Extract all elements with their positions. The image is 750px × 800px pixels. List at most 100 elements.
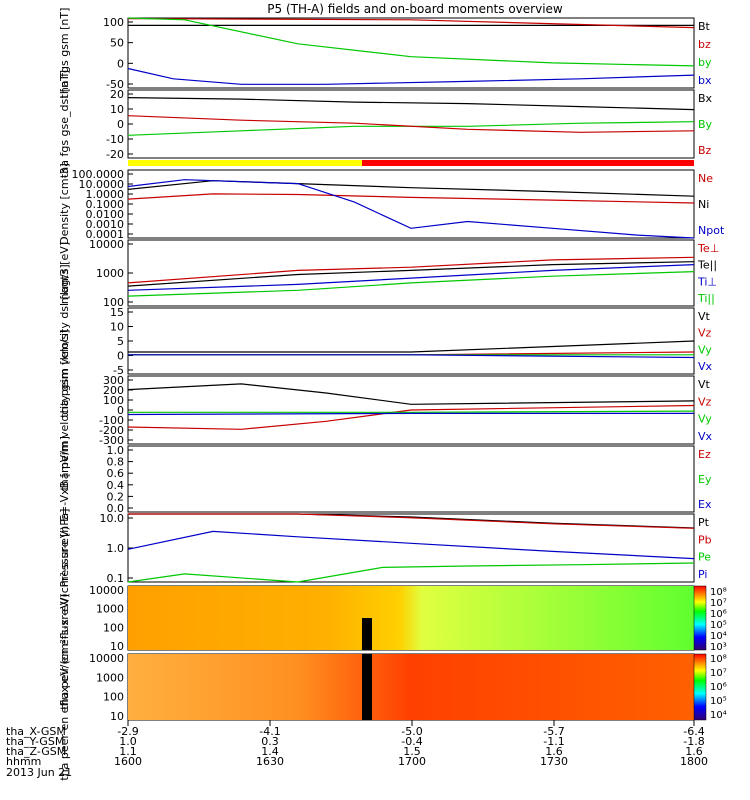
y-tick-label: 20 bbox=[110, 88, 124, 101]
axis-row-value: 1630 bbox=[256, 755, 284, 768]
series-line-Ni bbox=[127, 180, 695, 197]
y-tick-label: -20 bbox=[106, 148, 124, 161]
legend-entry: Te⊥ bbox=[697, 242, 719, 255]
electron-spectrogram-gap bbox=[362, 654, 372, 720]
y-tick-label: 1.0000 bbox=[86, 188, 125, 201]
electron-colorbar bbox=[693, 653, 707, 721]
ion-colorbar-tick: 10⁷ bbox=[710, 598, 727, 609]
legend-entry: Vt bbox=[698, 378, 711, 391]
ion-colorbar bbox=[693, 585, 707, 651]
y-axis-label: tha fgs gsm [nT] bbox=[58, 8, 71, 99]
y-tick-label: 50 bbox=[110, 37, 124, 50]
mode-bar-slow bbox=[128, 160, 362, 166]
ion-colorbar-tick: 10³ bbox=[710, 642, 727, 653]
y-tick-label: 0.0 bbox=[107, 502, 125, 515]
y-tick-label: 0.8 bbox=[107, 456, 125, 469]
axis-row-value: -5.7 bbox=[543, 725, 564, 738]
series-line-Bx bbox=[127, 97, 695, 111]
legend-entry: Bz bbox=[698, 144, 712, 157]
legend-entry: Bx bbox=[698, 92, 713, 105]
series-line-Pb bbox=[128, 513, 695, 529]
axis-row-value: -6.4 bbox=[683, 725, 704, 738]
axis-row-value: 1.6 bbox=[685, 745, 703, 758]
axis-row-value: 1700 bbox=[398, 755, 426, 768]
electron-colorbar-tick: 10⁷ bbox=[710, 668, 727, 679]
ion-colorbar-tick: 10⁵ bbox=[710, 620, 727, 631]
axis-row-value: 1600 bbox=[114, 755, 142, 768]
y-tick-label: 10 bbox=[110, 710, 124, 723]
y-tick-label: 10000 bbox=[89, 652, 124, 665]
series-line-Te|| bbox=[127, 261, 695, 287]
y-tick-label: 0.1 bbox=[107, 572, 125, 585]
legend-entry: By bbox=[698, 118, 713, 131]
legend-entry: Vy bbox=[698, 413, 712, 426]
axis-row-value: -1.8 bbox=[683, 735, 704, 748]
panel-frame bbox=[127, 513, 695, 583]
axis-row-value: 1800 bbox=[680, 755, 708, 768]
axis-row-value: 1.0 bbox=[119, 735, 137, 748]
ion-spectrogram-fill bbox=[128, 586, 694, 650]
series-line-Te⊥ bbox=[127, 256, 695, 284]
y-tick-label: 10 bbox=[110, 103, 124, 116]
axis-row-value: 0.3 bbox=[261, 735, 279, 748]
panel-8: 10.0 1.0 0.1 Pressure [nPa] Pt Pb Pe Pi bbox=[58, 509, 712, 588]
series-line-Vt bbox=[127, 383, 695, 405]
y-axis-label: Density [cm-3] bbox=[58, 163, 71, 245]
ion-colorbar-tick: 10⁴ bbox=[710, 631, 727, 642]
y-axis-label: magt3 [eV] bbox=[58, 242, 71, 304]
legend-entry: bx bbox=[698, 74, 712, 87]
panel-frame bbox=[127, 17, 695, 89]
y-tick-label: 100 bbox=[103, 621, 124, 634]
legend-entry: Vx bbox=[698, 430, 713, 443]
panel-7: 1.00.80.60.40.20.0 E=-VxB [mV/m] Ez Ey Ex bbox=[58, 436, 712, 522]
legend-entry: Ex bbox=[698, 498, 712, 511]
axis-row-label: tha_Y-GSM bbox=[6, 735, 64, 748]
legend-entry: by bbox=[698, 56, 712, 69]
series-line-bx bbox=[127, 67, 695, 85]
series-line-Ti⊥ bbox=[127, 264, 695, 291]
panel-3: 100.000010.00001.00000.10000.01000.00100… bbox=[58, 163, 725, 245]
y-tick-label: 100.0000 bbox=[72, 168, 125, 181]
series-line-Vx bbox=[128, 354, 695, 359]
y-tick-label: 0.6 bbox=[107, 467, 125, 480]
series-line-Vy bbox=[128, 410, 695, 413]
legend-entry: Vz bbox=[698, 327, 712, 340]
ion-colorbar-tick: 10⁸ bbox=[710, 587, 727, 598]
y-tick-label: 1.0 bbox=[107, 542, 125, 555]
y-axis-label: tha peim velocity dsl [km/s] bbox=[58, 264, 71, 417]
electron-spectrogram-fill bbox=[128, 654, 694, 720]
axis-row-value: 1.5 bbox=[403, 745, 421, 758]
axis-row-value: -1.1 bbox=[543, 735, 564, 748]
y-tick-label: 100 bbox=[103, 691, 124, 704]
legend-entry: Pb bbox=[698, 533, 712, 546]
series-line-Ne bbox=[127, 193, 695, 204]
electron-colorbar-tick: 10⁶ bbox=[710, 682, 727, 693]
axis-row-value: 1.6 bbox=[545, 745, 563, 758]
panel-9: 10000 1000 100 10 tha peir en eflux eV/(cm²-… bbox=[58, 526, 695, 710]
legend-entry: Vy bbox=[698, 343, 712, 356]
y-axis-label: tha fgs gse_dsl [nT] bbox=[58, 70, 71, 178]
series-line-by bbox=[127, 17, 695, 67]
legend-entry: Vx bbox=[698, 360, 713, 373]
legend-entry: bz bbox=[698, 38, 711, 51]
y-tick-label: 1000 bbox=[96, 671, 124, 684]
series-line-Vt bbox=[128, 340, 695, 353]
figure-title: P5 (TH-A) fields and on-board moments ov… bbox=[267, 2, 563, 16]
legend-entry: Ey bbox=[698, 473, 712, 486]
axis-row-value: -4.1 bbox=[259, 725, 280, 738]
y-tick-label: 1.0 bbox=[107, 444, 125, 457]
y-tick-label: 0.0100 bbox=[86, 208, 125, 221]
legend-entry: Pt bbox=[698, 516, 710, 529]
y-tick-label: -5 bbox=[113, 364, 124, 377]
legend-entry: Pi bbox=[698, 568, 707, 581]
electron-colorbar-ticks: 10⁸ 10⁷ 10⁶ 10⁵ 10⁴ bbox=[710, 654, 727, 721]
panel-1: 100 50 0 -50 tha fgs gsm [nT] Bt bz by bx bbox=[58, 8, 712, 99]
y-tick-label: 0.2 bbox=[107, 490, 125, 503]
date-label: 2013 Jun 21 bbox=[6, 766, 72, 779]
y-tick-label: 300 bbox=[103, 374, 124, 387]
electron-colorbar-tick: 10⁴ bbox=[710, 710, 727, 721]
series-line-Ti|| bbox=[127, 271, 695, 297]
